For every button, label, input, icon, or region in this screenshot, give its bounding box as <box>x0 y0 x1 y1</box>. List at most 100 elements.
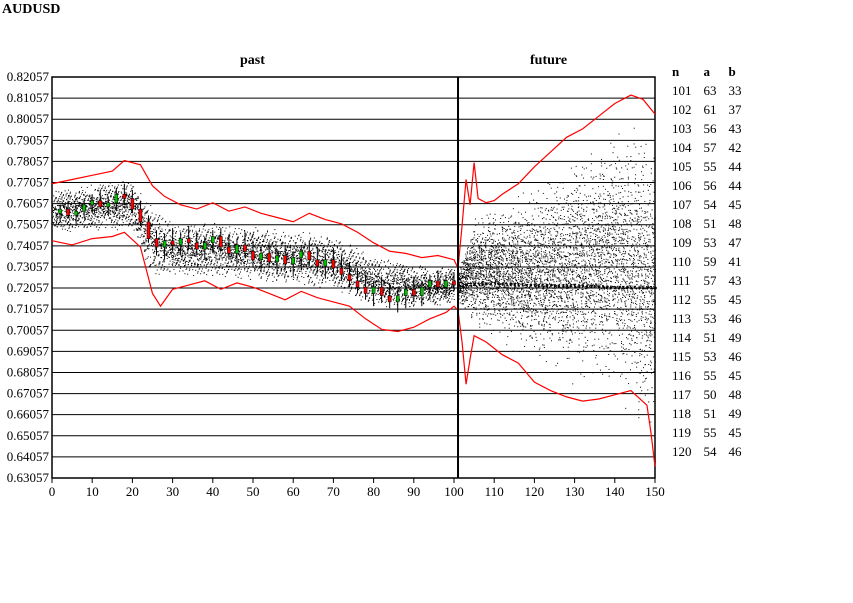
table-cell: 118 <box>672 406 702 423</box>
table-cell: 120 <box>672 444 702 461</box>
table-cell: 46 <box>729 311 752 328</box>
svg-text:90: 90 <box>407 484 420 499</box>
table-cell: 61 <box>704 102 727 119</box>
svg-text:0.71057: 0.71057 <box>7 301 50 316</box>
table-cell: 55 <box>704 368 727 385</box>
svg-text:0.79057: 0.79057 <box>7 132 50 147</box>
table-cell: 44 <box>729 178 752 195</box>
svg-text:0.81057: 0.81057 <box>7 90 50 105</box>
table-cell: 48 <box>729 216 752 233</box>
svg-text:0.77057: 0.77057 <box>7 175 50 190</box>
table-cell: 46 <box>729 444 752 461</box>
svg-text:0.76057: 0.76057 <box>7 196 50 211</box>
table-cell: 101 <box>672 83 702 100</box>
table-cell: 56 <box>704 121 727 138</box>
table-cell: 45 <box>729 425 752 442</box>
table-cell: 45 <box>729 368 752 385</box>
table-cell: 49 <box>729 330 752 347</box>
svg-text:40: 40 <box>206 484 219 499</box>
table-cell: 43 <box>729 121 752 138</box>
table-cell: 49 <box>729 406 752 423</box>
svg-text:70: 70 <box>327 484 340 499</box>
table-header: b <box>729 64 752 81</box>
svg-text:100: 100 <box>444 484 464 499</box>
svg-text:60: 60 <box>287 484 300 499</box>
svg-text:110: 110 <box>485 484 504 499</box>
svg-text:0.64057: 0.64057 <box>7 449 50 464</box>
svg-text:50: 50 <box>247 484 260 499</box>
table-cell: 42 <box>729 140 752 157</box>
table-cell: 45 <box>729 292 752 309</box>
svg-text:80: 80 <box>367 484 380 499</box>
svg-text:0.69057: 0.69057 <box>7 343 50 358</box>
table-cell: 102 <box>672 102 702 119</box>
table-cell: 116 <box>672 368 702 385</box>
table-cell: 33 <box>729 83 752 100</box>
table-cell: 104 <box>672 140 702 157</box>
svg-text:0: 0 <box>49 484 56 499</box>
svg-text:0.68057: 0.68057 <box>7 364 50 379</box>
svg-text:0.82057: 0.82057 <box>7 69 50 84</box>
table-cell: 114 <box>672 330 702 347</box>
table-cell: 51 <box>704 216 727 233</box>
table-cell: 54 <box>704 197 727 214</box>
table-cell: 103 <box>672 121 702 138</box>
table-cell: 47 <box>729 235 752 252</box>
table-cell: 63 <box>704 83 727 100</box>
svg-text:0.65057: 0.65057 <box>7 428 50 443</box>
table-cell: 54 <box>704 444 727 461</box>
svg-text:10: 10 <box>86 484 99 499</box>
svg-text:0.67057: 0.67057 <box>7 386 50 401</box>
table-cell: 51 <box>704 330 727 347</box>
table-cell: 48 <box>729 387 752 404</box>
table-cell: 119 <box>672 425 702 442</box>
table-cell: 55 <box>704 425 727 442</box>
table-cell: 55 <box>704 159 727 176</box>
svg-text:0.73057: 0.73057 <box>7 259 50 274</box>
table-cell: 106 <box>672 178 702 195</box>
svg-text:0.72057: 0.72057 <box>7 280 50 295</box>
table-cell: 105 <box>672 159 702 176</box>
table-cell: 56 <box>704 178 727 195</box>
svg-text:0.70057: 0.70057 <box>7 322 50 337</box>
svg-text:120: 120 <box>525 484 545 499</box>
table-cell: 45 <box>729 197 752 214</box>
svg-text:0.74057: 0.74057 <box>7 238 50 253</box>
svg-text:0.66057: 0.66057 <box>7 407 50 422</box>
table-cell: 43 <box>729 273 752 290</box>
svg-text:0.80057: 0.80057 <box>7 111 50 126</box>
table-cell: 44 <box>729 159 752 176</box>
table-cell: 111 <box>672 273 702 290</box>
table-cell: 37 <box>729 102 752 119</box>
table-cell: 53 <box>704 235 727 252</box>
table-cell: 46 <box>729 349 752 366</box>
table-cell: 53 <box>704 311 727 328</box>
table-cell: 41 <box>729 254 752 271</box>
table-cell: 53 <box>704 349 727 366</box>
table-cell: 51 <box>704 406 727 423</box>
table-cell: 57 <box>704 140 727 157</box>
svg-text:20: 20 <box>126 484 139 499</box>
svg-text:130: 130 <box>565 484 585 499</box>
svg-text:30: 30 <box>166 484 179 499</box>
table-cell: 117 <box>672 387 702 404</box>
table-cell: 115 <box>672 349 702 366</box>
table-cell: 107 <box>672 197 702 214</box>
svg-text:0.63057: 0.63057 <box>7 470 50 485</box>
table-header: n <box>672 64 702 81</box>
table-cell: 108 <box>672 216 702 233</box>
svg-text:0.78057: 0.78057 <box>7 153 50 168</box>
table-cell: 59 <box>704 254 727 271</box>
table-cell: 110 <box>672 254 702 271</box>
data-table: nab1016333102613710356431045742105554410… <box>670 62 754 463</box>
table-header: a <box>704 64 727 81</box>
table-cell: 57 <box>704 273 727 290</box>
table-cell: 112 <box>672 292 702 309</box>
table-cell: 50 <box>704 387 727 404</box>
table-cell: 55 <box>704 292 727 309</box>
table-cell: 109 <box>672 235 702 252</box>
svg-text:150: 150 <box>645 484 665 499</box>
svg-text:0.75057: 0.75057 <box>7 217 50 232</box>
svg-text:140: 140 <box>605 484 625 499</box>
table-cell: 113 <box>672 311 702 328</box>
